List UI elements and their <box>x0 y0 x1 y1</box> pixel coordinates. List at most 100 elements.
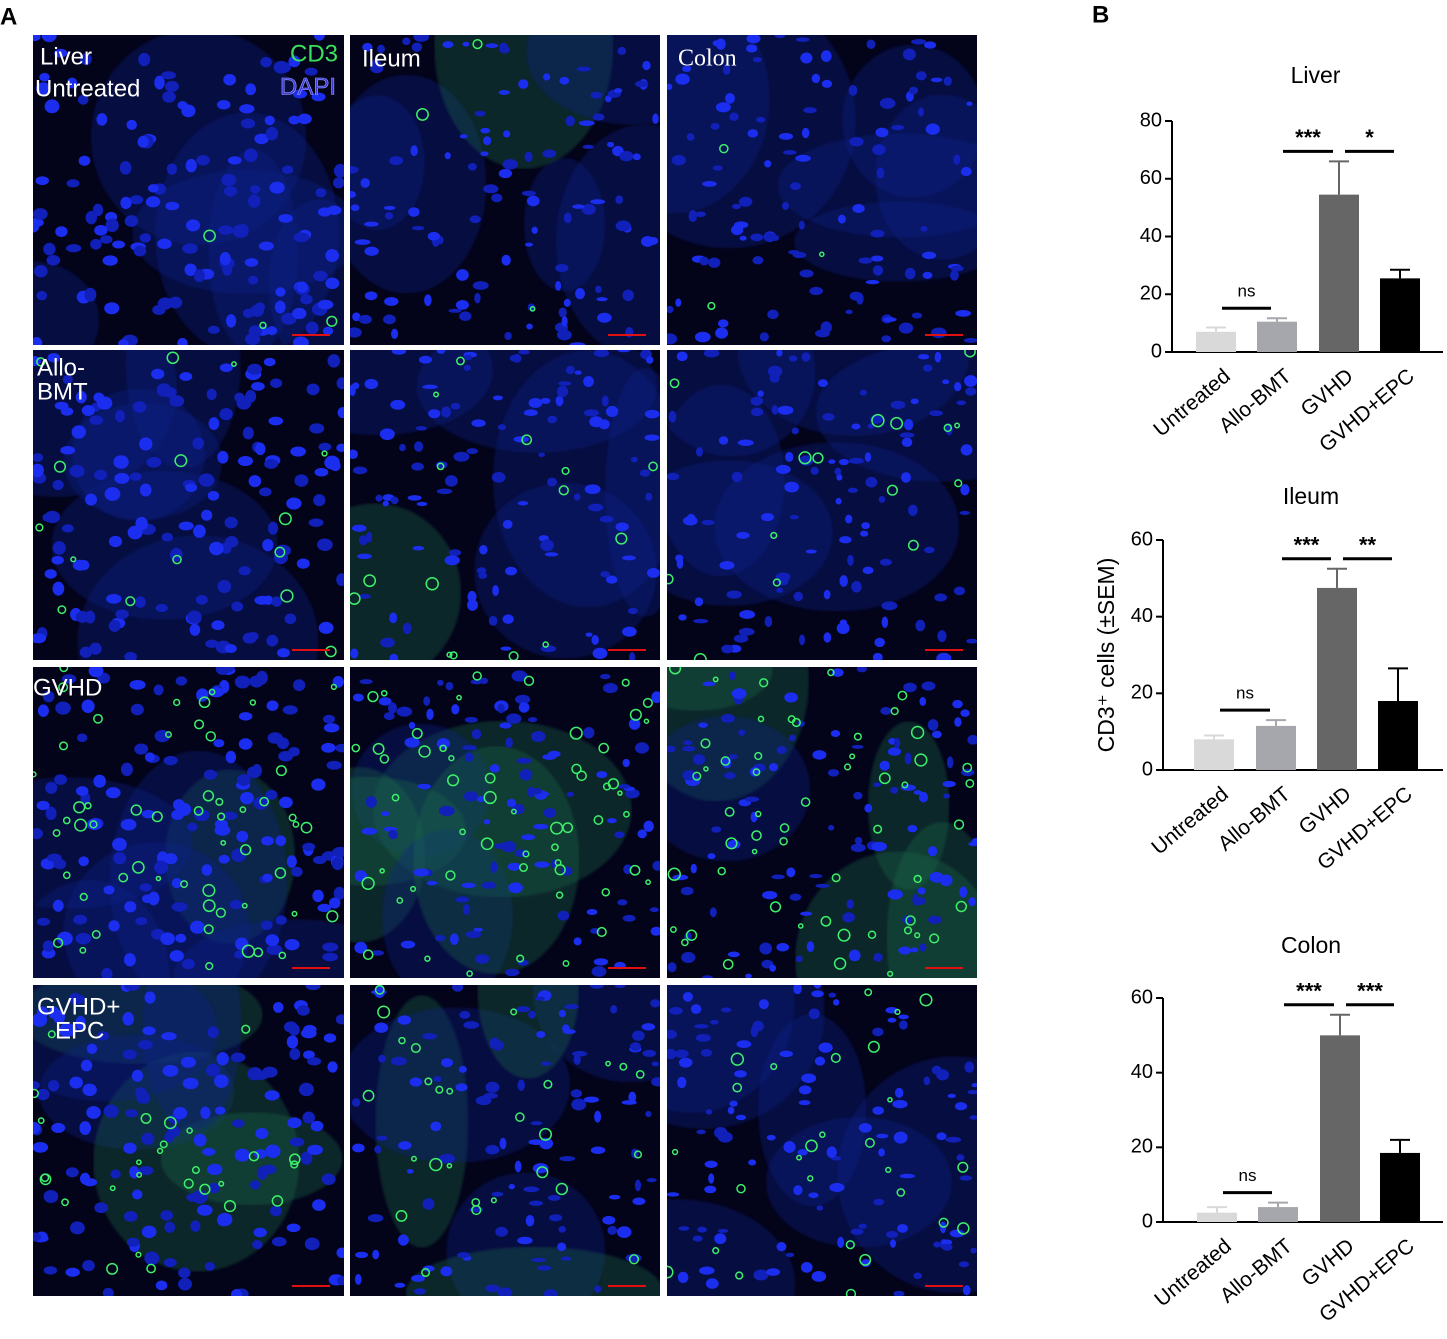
nucleus <box>65 244 82 253</box>
nucleus <box>155 603 168 613</box>
nucleus <box>163 387 177 398</box>
cd3-cell <box>864 1137 875 1148</box>
nucleus <box>555 280 562 291</box>
nucleus <box>543 807 557 818</box>
nucleus <box>474 292 481 304</box>
nucleus <box>903 682 917 693</box>
cd3-cell <box>732 1082 743 1093</box>
nucleus <box>325 249 339 262</box>
nucleus <box>391 350 407 355</box>
nucleus <box>467 162 477 171</box>
nucleus <box>155 1280 168 1291</box>
nucleus <box>255 442 266 456</box>
nucleus <box>861 522 870 530</box>
y-tick-label: 40 <box>1140 225 1162 247</box>
nucleus <box>516 757 532 764</box>
nucleus <box>351 524 367 532</box>
texture <box>667 985 977 1296</box>
nucleus <box>764 160 772 168</box>
nucleus <box>464 354 472 361</box>
nucleus <box>557 910 570 921</box>
nucleus <box>118 339 129 345</box>
nucleus <box>125 1109 138 1118</box>
cd3-cell <box>819 251 825 258</box>
nucleus <box>856 292 864 305</box>
cd3-cell <box>712 1247 720 1255</box>
nucleus <box>439 1153 456 1164</box>
nucleus <box>823 632 832 643</box>
cd3-cell <box>47 1030 56 1039</box>
nucleus <box>744 796 760 803</box>
nucleus <box>223 73 237 86</box>
nucleus <box>903 419 914 431</box>
nucleus <box>559 76 570 85</box>
nucleus <box>390 1056 407 1066</box>
nucleus <box>79 646 93 658</box>
nucleus <box>570 1089 583 1098</box>
nucleus <box>88 667 104 678</box>
nucleus <box>533 823 549 830</box>
cd3-cell <box>529 306 536 312</box>
nucleus <box>838 458 849 466</box>
nucleus <box>624 788 640 799</box>
nucleus <box>383 205 396 210</box>
nucleus <box>196 155 210 166</box>
cd3-cell <box>439 744 447 753</box>
nucleus <box>238 566 251 576</box>
nucleus <box>700 1049 713 1057</box>
nucleus <box>578 120 595 126</box>
nucleus <box>876 167 885 179</box>
nucleus <box>964 375 977 387</box>
nucleus <box>534 861 550 868</box>
nucleus <box>422 1265 435 1272</box>
nucleus <box>569 342 586 345</box>
cd3-cell <box>40 1173 50 1183</box>
nucleus <box>472 281 489 290</box>
nucleus <box>731 688 747 699</box>
nucleus <box>515 694 531 705</box>
nucleus <box>560 1256 572 1261</box>
cd3-cell <box>292 820 300 828</box>
nucleus <box>826 1146 837 1158</box>
cd3-cell <box>36 357 46 367</box>
nucleus <box>36 800 50 811</box>
nucleus <box>667 962 677 973</box>
nucleus <box>96 113 108 126</box>
nucleus <box>501 254 511 266</box>
nucleus <box>235 937 249 951</box>
nucleus <box>37 917 51 926</box>
cd3-cell <box>867 930 877 939</box>
nucleus <box>745 973 752 978</box>
nucleus <box>42 512 58 523</box>
nucleus <box>776 587 784 593</box>
micrograph <box>667 985 977 1296</box>
nucleus <box>494 843 509 849</box>
nucleus <box>686 133 695 141</box>
nucleus <box>413 868 430 877</box>
cd3-cell <box>538 1127 553 1141</box>
nucleus <box>350 648 359 659</box>
nucleus <box>597 312 612 323</box>
bar <box>1380 1152 1420 1222</box>
nucleus <box>850 843 866 852</box>
cd3-cell <box>411 728 423 740</box>
cd3-cell <box>562 822 574 834</box>
nucleus <box>193 524 206 538</box>
nucleus <box>323 1033 337 1043</box>
nucleus <box>249 304 264 317</box>
cd3-cell <box>300 821 313 834</box>
nucleus <box>499 722 512 729</box>
nucleus <box>848 457 864 464</box>
nucleus <box>890 400 906 410</box>
bar <box>1258 1207 1298 1222</box>
cd3-cell <box>736 1183 746 1194</box>
nucleus <box>793 1185 803 1196</box>
nucleus <box>688 210 698 222</box>
nucleus <box>899 1173 915 1179</box>
nucleus <box>163 755 178 766</box>
nucleus <box>35 176 49 186</box>
nucleus <box>634 742 650 754</box>
cd3-cell <box>199 1183 211 1195</box>
nucleus <box>718 436 729 445</box>
nucleus <box>302 1111 316 1124</box>
